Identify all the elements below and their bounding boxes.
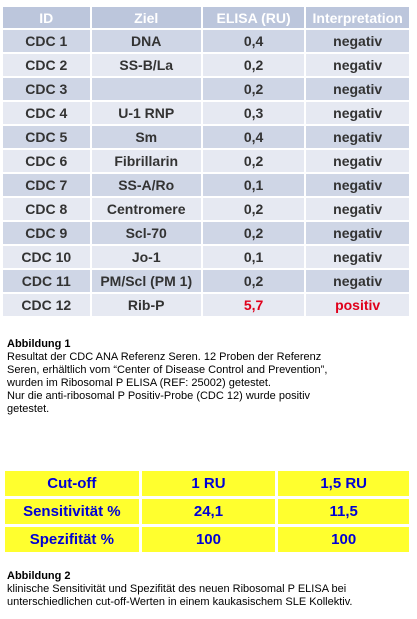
cell-elisa: 0,2 <box>202 150 305 172</box>
caption-line: Nur die anti-ribosomal P Positiv-Probe (… <box>7 390 311 402</box>
cell-value: 1,5 RU <box>278 471 409 496</box>
cell-interpretation: negativ <box>306 102 409 124</box>
figure-caption-1: Abbildung 1 Resultat der CDC ANA Referen… <box>7 338 402 416</box>
table-row: CDC 11 PM/Scl (PM 1) 0,2 negativ <box>3 270 409 292</box>
cell-ziel <box>91 78 201 100</box>
cell-id: CDC 3 <box>3 78 90 100</box>
cell-elisa: 0,1 <box>202 246 305 268</box>
column-header-interpretation: Interpretation <box>306 7 409 28</box>
cell-ziel: DNA <box>91 30 201 52</box>
cell-interpretation: negativ <box>306 78 409 100</box>
cell-id: CDC 10 <box>3 246 90 268</box>
cell-id: CDC 7 <box>3 174 90 196</box>
table-row: CDC 1 DNA 0,4 negativ <box>3 30 409 52</box>
cell-ziel: Fibrillarin <box>91 150 201 172</box>
cell-ziel: SS-B/La <box>91 54 201 76</box>
column-header-id: ID <box>3 7 90 28</box>
cell-ziel: Scl-70 <box>91 222 201 244</box>
cell-id: CDC 4 <box>3 102 90 124</box>
cell-label: Cut-off <box>5 471 139 496</box>
caption-line: getestet. <box>7 403 50 415</box>
cell-interpretation: negativ <box>306 246 409 268</box>
cell-ziel: U-1 RNP <box>91 102 201 124</box>
cell-interpretation: negativ <box>306 198 409 220</box>
cell-ziel: SS-A/Ro <box>91 174 201 196</box>
cell-ziel: Rib-P <box>91 294 201 316</box>
cell-ziel: Centromere <box>91 198 201 220</box>
cell-id: CDC 1 <box>3 30 90 52</box>
cell-label: Spezifität % <box>5 527 139 552</box>
caption-line: wurden im Ribosomal P ELISA (REF: 25002)… <box>7 377 271 389</box>
cell-id: CDC 5 <box>3 126 90 148</box>
cell-elisa: 0,2 <box>202 222 305 244</box>
cell-id: CDC 11 <box>3 270 90 292</box>
cell-ziel: PM/Scl (PM 1) <box>91 270 201 292</box>
table-row: CDC 2 SS-B/La 0,2 negativ <box>3 54 409 76</box>
caption-title: Abbildung 1 <box>7 338 71 350</box>
cell-elisa: 0,2 <box>202 270 305 292</box>
caption-title: Abbildung 2 <box>7 570 71 582</box>
cell-value: 24,1 <box>141 499 276 524</box>
cell-elisa: 0,2 <box>202 54 305 76</box>
cell-value: 11,5 <box>278 499 409 524</box>
caption-line: Seren, erhältlich vom “Center of Disease… <box>7 364 328 376</box>
column-header-ziel: Ziel <box>91 7 201 28</box>
column-header-elisa: ELISA (RU) <box>202 7 305 28</box>
cell-value: 100 <box>141 527 276 552</box>
cell-interpretation: negativ <box>306 54 409 76</box>
table-row: CDC 3 0,2 negativ <box>3 78 409 100</box>
table-row: CDC 5 Sm 0,4 negativ <box>3 126 409 148</box>
caption-line: Resultat der CDC ANA Referenz Seren. 12 … <box>7 351 322 363</box>
table-row: Sensitivität % 24,1 11,5 <box>5 499 409 524</box>
cell-value: 1 RU <box>141 471 276 496</box>
table-row: CDC 8 Centromere 0,2 negativ <box>3 198 409 220</box>
cell-ziel: Jo-1 <box>91 246 201 268</box>
cell-id: CDC 8 <box>3 198 90 220</box>
table-row: CDC 4 U-1 RNP 0,3 negativ <box>3 102 409 124</box>
table-row: CDC 6 Fibrillarin 0,2 negativ <box>3 150 409 172</box>
table-row: Spezifität % 100 100 <box>5 527 409 552</box>
table-header-row: ID Ziel ELISA (RU) Interpretation <box>3 7 409 28</box>
cell-id: CDC 12 <box>3 294 90 316</box>
table-row: CDC 9 Scl-70 0,2 negativ <box>3 222 409 244</box>
cdc-results-table: ID Ziel ELISA (RU) Interpretation CDC 1 … <box>1 5 411 318</box>
cell-interpretation: negativ <box>306 222 409 244</box>
cell-elisa: 0,4 <box>202 30 305 52</box>
cell-interpretation: negativ <box>306 30 409 52</box>
cell-elisa: 0,2 <box>202 78 305 100</box>
table-row: Cut-off 1 RU 1,5 RU <box>5 471 409 496</box>
cell-interpretation: negativ <box>306 270 409 292</box>
cell-elisa: 0,4 <box>202 126 305 148</box>
cell-elisa: 0,1 <box>202 174 305 196</box>
cell-interpretation: negativ <box>306 174 409 196</box>
cell-interpretation: negativ <box>306 150 409 172</box>
cell-elisa: 0,3 <box>202 102 305 124</box>
figure-caption-2: Abbildung 2 klinische Sensitivität und S… <box>7 570 412 609</box>
table-row: CDC 7 SS-A/Ro 0,1 negativ <box>3 174 409 196</box>
cell-elisa-positive: 5,7 <box>202 294 305 316</box>
caption-line: klinische Sensitivität und Spezifität de… <box>7 583 347 595</box>
cell-interpretation-positive: positiv <box>306 294 409 316</box>
cell-interpretation: negativ <box>306 126 409 148</box>
cell-value: 100 <box>278 527 409 552</box>
cell-ziel: Sm <box>91 126 201 148</box>
cell-id: CDC 6 <box>3 150 90 172</box>
table-row-positive: CDC 12 Rib-P 5,7 positiv <box>3 294 409 316</box>
cell-id: CDC 9 <box>3 222 90 244</box>
cutoff-table: Cut-off 1 RU 1,5 RU Sensitivität % 24,1 … <box>2 468 412 555</box>
caption-line: unterschiedlichen cut-off-Werten in eine… <box>7 596 353 608</box>
cell-label: Sensitivität % <box>5 499 139 524</box>
table-row: CDC 10 Jo-1 0,1 negativ <box>3 246 409 268</box>
cell-id: CDC 2 <box>3 54 90 76</box>
cell-elisa: 0,2 <box>202 198 305 220</box>
